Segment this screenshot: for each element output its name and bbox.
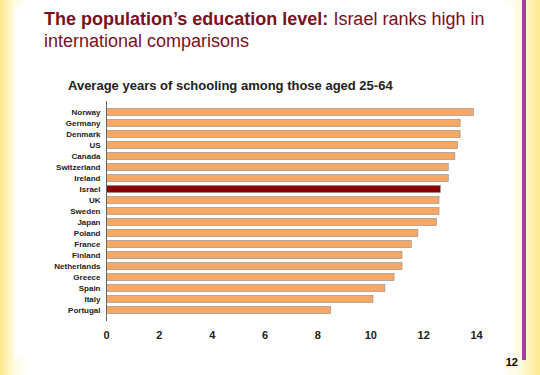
svg-text:Greece: Greece [73,273,101,282]
svg-text:Poland: Poland [74,229,101,238]
svg-text:Italy: Italy [84,295,101,304]
svg-text:4: 4 [209,329,216,341]
svg-text:2: 2 [156,329,162,341]
svg-text:Finland: Finland [72,251,101,260]
html-text:The population’s education lev: The population’s education level: Israel… [44,9,485,51]
svg-text:Netherlands: Netherlands [54,262,101,271]
svg-text:Canada: Canada [72,152,101,161]
svg-text:8: 8 [315,329,321,341]
svg-text:Israel: Israel [80,185,101,194]
svg-text:Spain: Spain [79,284,101,293]
html-text:12: 12 [505,356,518,368]
svg-text:Sweden: Sweden [70,207,100,216]
svg-text:14: 14 [470,329,483,341]
svg-text:Germany: Germany [66,119,101,128]
svg-text:10: 10 [365,329,377,341]
html-text:Average years of schooling amo: Average years of schooling among those a… [68,78,393,93]
svg-text:Japan: Japan [77,218,100,227]
svg-text:Portugal: Portugal [68,306,100,315]
svg-text:France: France [74,240,101,249]
svg-text:0: 0 [103,329,109,341]
svg-text:12: 12 [418,329,430,341]
svg-text:Norway: Norway [72,108,101,117]
svg-text:Ireland: Ireland [74,174,100,183]
svg-text:Switzerland: Switzerland [56,163,101,172]
svg-text:Denmark: Denmark [66,130,101,139]
svg-text:UK: UK [89,196,101,205]
svg-text:6: 6 [262,329,268,341]
svg-text:US: US [89,141,101,150]
